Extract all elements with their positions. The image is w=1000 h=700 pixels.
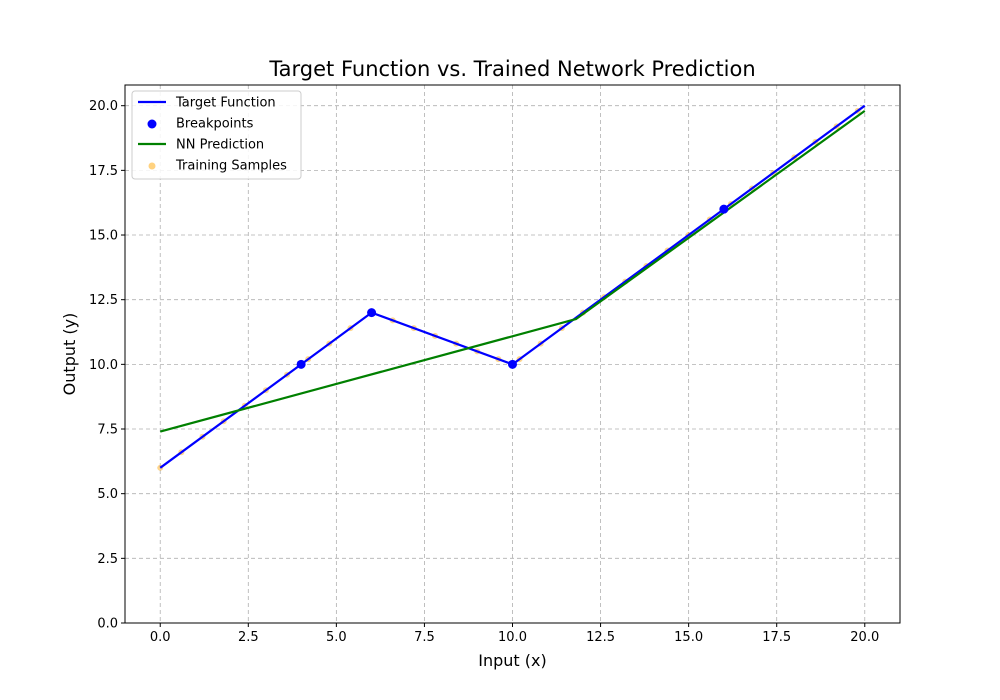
legend-label: Target Function [175, 96, 276, 111]
series-line-target-function [159, 104, 866, 469]
chart-title: Target Function vs. Trained Network Pred… [268, 57, 755, 81]
x-axis: 0.0 2.5 5.0 7.5 10.0 12.5 15.0 17.5 20.0 [150, 623, 879, 645]
legend-swatch-marker [147, 119, 157, 129]
x-tick-label: 7.5 [414, 630, 435, 645]
y-tick-label: 5.0 [97, 487, 118, 502]
x-tick-label: 10.0 [498, 630, 527, 645]
legend: Target Function Breakpoints NN Prediction T… [131, 90, 302, 180]
x-tick-label: 17.5 [762, 630, 791, 645]
y-tick-label: 20.0 [89, 99, 118, 114]
x-tick-label: 15.0 [674, 630, 703, 645]
y-tick-label: 7.5 [97, 423, 118, 438]
x-tick-label: 2.5 [238, 630, 259, 645]
y-tick-label: 0.0 [97, 617, 118, 632]
y-tick-label: 10.0 [89, 358, 118, 373]
legend-label: Breakpoints [176, 117, 254, 132]
breakpoint-marker [508, 359, 517, 369]
breakpoint-marker [367, 308, 377, 318]
y-tick-label: 17.5 [89, 164, 118, 179]
breakpoint-marker [296, 359, 306, 369]
x-tick-label: 5.0 [326, 630, 347, 645]
y-tick-label: 12.5 [89, 293, 118, 308]
legend-swatch-marker [148, 162, 156, 170]
x-tick-label: 0.0 [150, 630, 171, 645]
series-layer [157, 104, 866, 471]
legend-box [131, 90, 302, 180]
y-axis-label: Output (y) [60, 313, 79, 396]
x-axis-label: Input (x) [478, 651, 546, 670]
y-tick-label: 2.5 [97, 552, 118, 567]
x-tick-label: 20.0 [850, 630, 879, 645]
legend-label: Training Samples [175, 159, 287, 174]
x-tick-label: 12.5 [586, 630, 615, 645]
legend-label: NN Prediction [176, 138, 264, 153]
y-tick-label: 15.0 [89, 229, 118, 244]
breakpoint-marker [719, 204, 729, 214]
y-axis: 0.0 2.5 5.0 7.5 10.0 12.5 15.0 17.5 20.0 [89, 99, 125, 632]
series-line-nn-prediction [159, 109, 866, 433]
